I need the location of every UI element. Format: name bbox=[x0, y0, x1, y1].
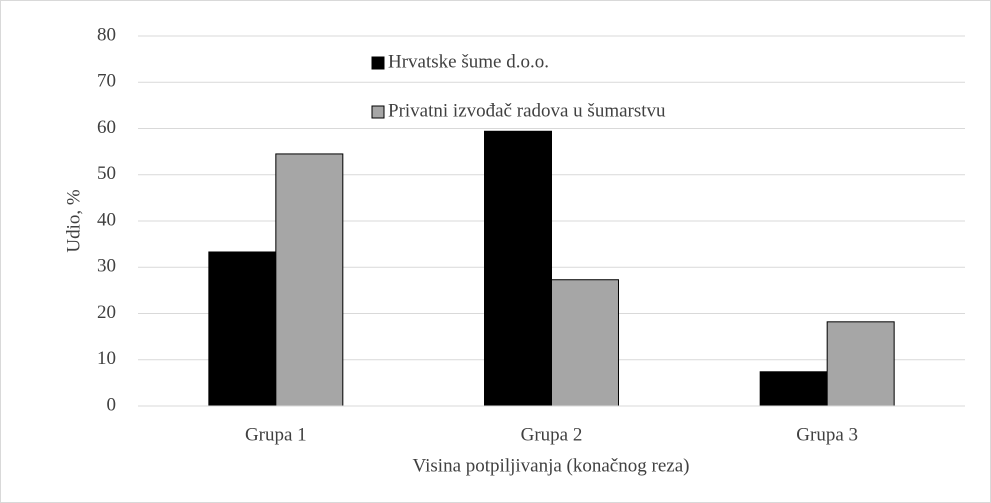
bar bbox=[551, 279, 619, 407]
x-tick-label: Grupa 2 bbox=[521, 424, 583, 445]
bar bbox=[484, 130, 552, 407]
legend-swatch bbox=[371, 105, 385, 119]
y-tick-label: 30 bbox=[97, 256, 116, 277]
bar bbox=[275, 153, 344, 407]
bar bbox=[826, 321, 895, 407]
x-tick-label: Grupa 3 bbox=[796, 424, 858, 445]
y-tick-label: 50 bbox=[97, 163, 116, 184]
legend-swatch bbox=[371, 56, 385, 70]
y-tick-label: 60 bbox=[97, 117, 116, 138]
y-tick-label: 40 bbox=[97, 209, 116, 230]
y-tick-label: 80 bbox=[97, 24, 116, 45]
bar bbox=[208, 251, 277, 407]
y-tick-label: 70 bbox=[97, 71, 116, 92]
y-tick-label: 20 bbox=[97, 302, 116, 323]
legend-label: Hrvatske šume d.o.o. bbox=[388, 51, 549, 72]
y-axis-label: Udio, % bbox=[63, 189, 84, 253]
y-tick-label: 10 bbox=[97, 348, 116, 369]
y-tick-label: 0 bbox=[107, 394, 117, 415]
legend-label: Privatni izvođač radova u šumarstvu bbox=[388, 100, 666, 121]
x-axis-label: Visina potpiljivanja (konačnog reza) bbox=[413, 455, 690, 476]
x-tick-label: Grupa 1 bbox=[245, 424, 307, 445]
bar bbox=[759, 371, 828, 407]
